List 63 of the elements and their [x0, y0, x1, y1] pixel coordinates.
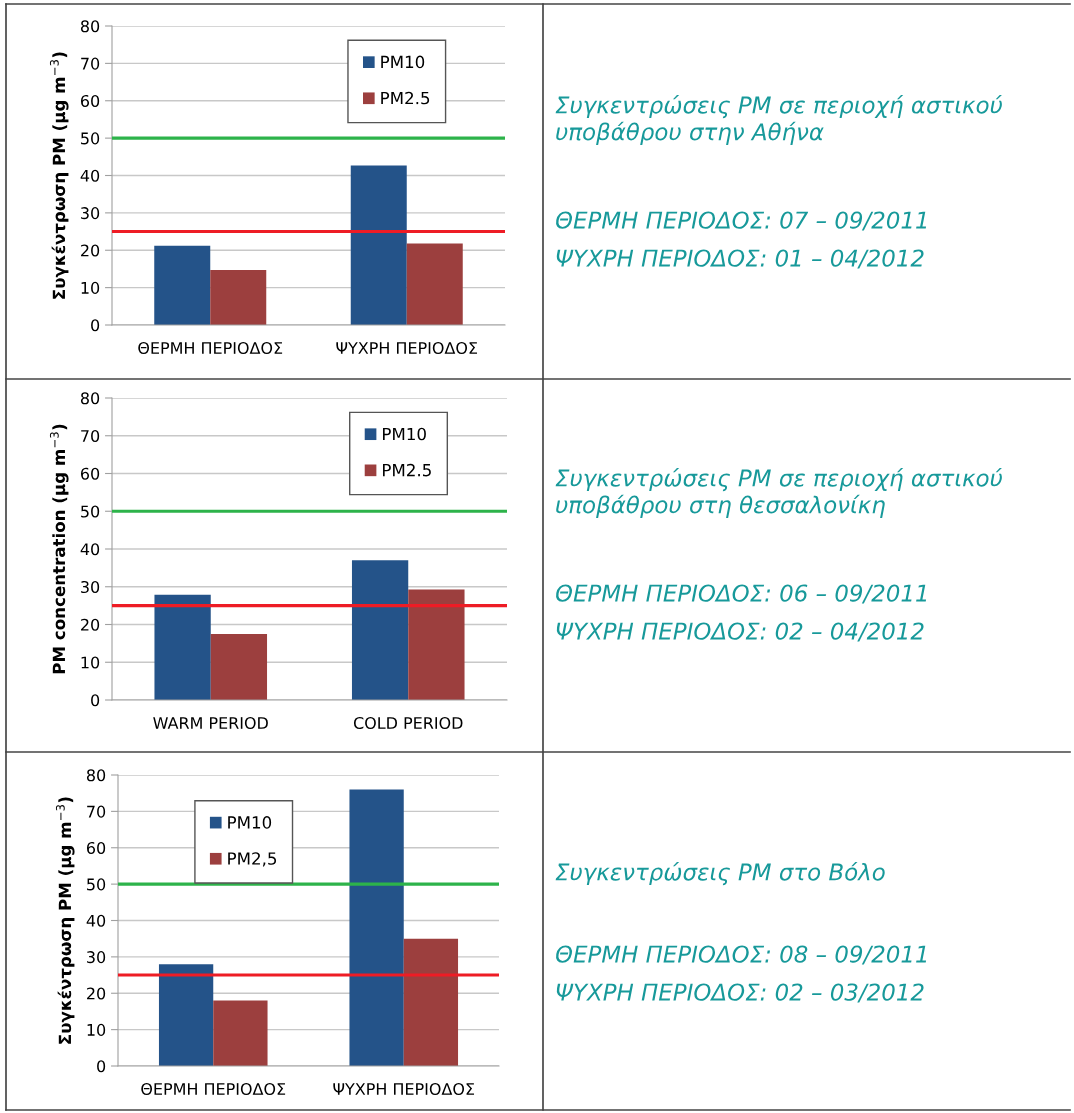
text: Συγκεντρώσεις PM σε περιοχή αστικού υποβάθρου στην Αθήνα [555, 95, 1002, 145]
y-tick-label: 10 [87, 1023, 106, 1036]
text: ΨΥΧΡΗ ΠΕΡΙΟΔΟΣ: 01 – 04/2012 [556, 249, 924, 269]
y-tick-label: 0 [91, 319, 100, 332]
text: ΘΕΡΜΗ ΠΕΡΙΟΔΟΣ: 08 – 09/2011 [556, 945, 927, 965]
y-tick-label: 40 [86, 914, 106, 927]
y-tick-label: 70 [81, 429, 100, 443]
x-tick-label: WARM PERIOD [153, 716, 268, 730]
bar [351, 560, 409, 700]
y-tick-label: 50 [81, 505, 100, 518]
x-tick-label: ΨΥΧΡΗ ΠΕΡΙΟΔΟΣ [333, 1082, 475, 1096]
text: ΨΥΧΡΗ ΠΕΡΙΟΔΟΣ: 02 – 03/2012 [556, 983, 924, 1003]
legend-label: PM10 [383, 427, 426, 441]
bar [154, 245, 211, 325]
y-tick-label: 70 [87, 805, 106, 818]
y-tick-label: 30 [81, 207, 100, 220]
y-tick-label: 20 [87, 987, 106, 1000]
bar [158, 964, 214, 1066]
text: ΘΕΡΜΗ ΠΕΡΙΟΔΟΣ: 06 – 09/2011 [556, 584, 927, 604]
y-tick-label: 80 [86, 769, 106, 782]
bar [210, 633, 268, 700]
y-tick-label: 40 [80, 169, 100, 182]
legend-label: PM2.5 [381, 91, 430, 105]
y-tick-label: 10 [81, 656, 100, 669]
bar [213, 1000, 268, 1066]
y-tick-label: 40 [80, 543, 100, 556]
legend-label: PM10 [228, 816, 272, 829]
bar [408, 589, 465, 700]
x-tick-label: ΘΕΡΜΗ ΠΕΡΙΟΔΟΣ [141, 1082, 286, 1096]
legend-label: PM2,5 [228, 852, 277, 867]
y-tick-label: 50 [81, 132, 100, 145]
legend-label: PM10 [381, 55, 425, 69]
y-tick-label: 60 [80, 467, 100, 480]
y-tick-label: 60 [80, 94, 100, 108]
y-tick-label: 30 [81, 580, 100, 594]
x-tick-label: ΨΥΧΡΗ ΠΕΡΙΟΔΟΣ [336, 341, 478, 355]
y-axis-title: Συγκέντρωση PM (μg m$^{−3}$) [55, 797, 75, 1044]
legend-label: PM2.5 [383, 463, 431, 477]
y-tick-label: 10 [81, 281, 100, 294]
bar [350, 165, 407, 325]
y-tick-label: 30 [87, 951, 106, 964]
y-tick-label: 20 [81, 618, 100, 631]
y-tick-label: 80 [80, 392, 100, 405]
y-tick-label: 80 [80, 20, 100, 33]
y-tick-label: 60 [86, 841, 106, 855]
bar [210, 270, 267, 325]
x-tick-label: ΘΕΡΜΗ ΠΕΡΙΟΔΟΣ [138, 341, 283, 355]
text: ΨΥΧΡΗ ΠΕΡΙΟΔΟΣ: 02 – 04/2012 [556, 622, 924, 642]
bar [403, 938, 459, 1066]
bar [406, 243, 463, 325]
y-tick-label: 20 [81, 244, 100, 257]
text: ΘΕΡΜΗ ΠΕΡΙΟΔΟΣ: 07 – 09/2011 [556, 211, 927, 231]
y-tick-label: 70 [81, 57, 100, 70]
text: Συγκεντρώσεις PM στο Βόλο [555, 862, 885, 886]
bar [154, 594, 211, 700]
y-tick-label: 0 [91, 694, 100, 707]
text: Συγκεντρώσεις PM σε περιοχή αστικού υποβάθρου στη θεσσαλονίκη [555, 468, 1002, 518]
y-axis-title: Συγκέντρωση PM (μg m$^{−3}$) [49, 52, 69, 299]
bar [349, 789, 404, 1066]
y-tick-label: 0 [97, 1060, 106, 1073]
y-axis-title: PM concentration (μg m$^{−3}$) [49, 424, 69, 674]
y-tick-label: 50 [87, 878, 106, 891]
x-tick-label: COLD PERIOD [353, 716, 463, 730]
